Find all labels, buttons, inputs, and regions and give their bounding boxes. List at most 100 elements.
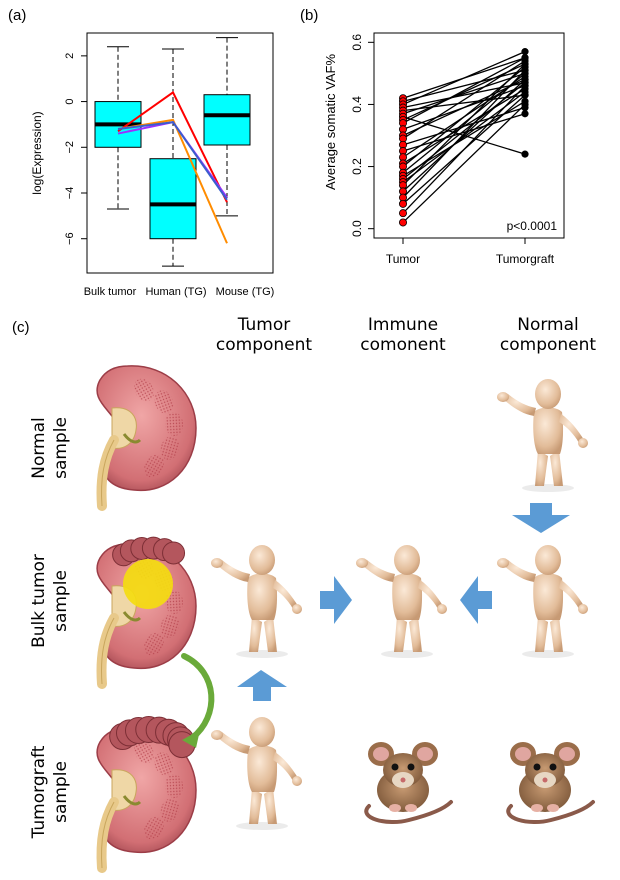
kidney-illustrations [96,365,197,873]
pair-line [402,72,526,174]
tumor-highlight-circle [123,559,173,609]
hand-left [497,392,509,402]
mouse-ear-inner-right [559,747,575,761]
mouse-foot-left [389,804,401,812]
box [203,94,251,146]
panel-b-label: (b) [300,7,318,24]
boxplot-y-axis-label: log(Expression) [30,111,44,194]
green-curved-arrow [181,653,215,748]
boxplot-y-axis: 2 0 −2 −4 −6 [64,53,87,245]
kidney-pyramid [160,436,180,460]
vaf-y-axis: 0.0 0.2 0.4 0.6 [350,34,374,237]
arm-left [504,560,536,582]
kidney-pyramid [144,454,164,478]
vaf-paired-lines [402,51,526,223]
pair-line [402,63,526,186]
boxplot-chart: 20−2−4−6 Bulk tumor Human (TG) Mouse (TG) … [30,32,275,298]
y-tick-label: 0.2 [350,158,364,175]
y-tick-label: 0.6 [350,34,364,51]
tumor-point [398,199,407,208]
pair-line [402,85,526,214]
leg-right [264,616,277,652]
ureter-edge [101,439,115,507]
row-label: Normal sample [29,417,71,479]
ureter-edge [101,617,115,685]
leg-right [550,450,563,486]
kidney-pyramid [164,412,184,436]
arrow-right-tumor-immune [320,576,352,624]
leg-left [535,450,548,486]
pair-line [402,57,526,124]
hand-left [211,730,223,740]
kidney-pyramid [154,390,174,414]
leg-left [249,788,262,824]
arrow-up-tumorgraft [237,670,287,701]
mouse-ear-inner-right [417,747,433,761]
boxplot-series-lines [117,90,228,244]
shadow [522,650,574,658]
normal-component-mouse [506,742,595,825]
x-category-label: Mouse (TG) [216,286,275,298]
mouse-foot-right [405,804,417,812]
shadow [236,650,288,658]
vaf-p-value: p<0.0001 [507,219,558,233]
tumorgraft-point [521,82,529,90]
component-headers: Tumor component Immune comonent Normal compon… [216,315,597,355]
arrow-left-normal-immune [460,576,492,624]
vaf-points [398,48,529,227]
row-label: Tumorgraft sample [29,745,71,839]
component-figures [211,379,595,830]
hand-right [292,604,302,614]
series-line [117,121,228,201]
boxplot-boxes [94,37,251,267]
arm-right [559,580,584,609]
leg-left [394,616,407,652]
mouse-eye-left [533,763,541,771]
arm-left [363,560,395,582]
y-tick-label: 2 [64,53,76,59]
kidney-icon [96,365,197,511]
mouse-eye-left [391,763,399,771]
torso [247,745,278,792]
leg-right [550,616,563,652]
hand-left [211,558,223,568]
tumor-point [398,218,407,227]
mouse-foot-left [531,804,543,812]
column-header: Tumor component [216,315,313,355]
column-header: Immune comonent [360,315,446,355]
block-arrows [237,503,570,701]
mouse-ear-inner-left [515,747,531,761]
mouse-ear-inner-left [373,747,389,761]
head [535,379,561,409]
kidney-pyramid [154,752,174,776]
kidney-pyramid [134,378,154,402]
arm-left [218,732,250,754]
mouse-nose [542,777,548,783]
head [249,545,275,575]
arm-left [218,560,250,582]
leg-right [264,788,277,824]
renal-vessel [122,611,142,622]
arm-right [273,580,298,609]
torso [533,407,564,454]
pair-line [402,51,526,106]
kidney-pyramid [134,740,154,764]
panel-a-label: (a) [8,7,26,24]
mouse-nose [400,777,406,783]
x-category-label: Bulk tumor [84,286,137,298]
y-tick-label: −4 [64,187,76,200]
vaf-y-axis-label: Average somatic VAF% [323,54,338,191]
kidney-icon [96,716,197,873]
x-category-label: Tumor [386,252,420,266]
kidney-pyramid [144,816,164,840]
series-line [117,90,228,203]
hand-right [578,604,588,614]
tumorgraft-point [521,110,529,118]
leg-left [535,616,548,652]
arm-right [273,752,298,781]
torso [392,573,423,620]
head [249,717,275,747]
boxplot-frame [86,32,274,274]
immune-component-person [356,545,447,658]
tumor-lobule [162,541,186,565]
